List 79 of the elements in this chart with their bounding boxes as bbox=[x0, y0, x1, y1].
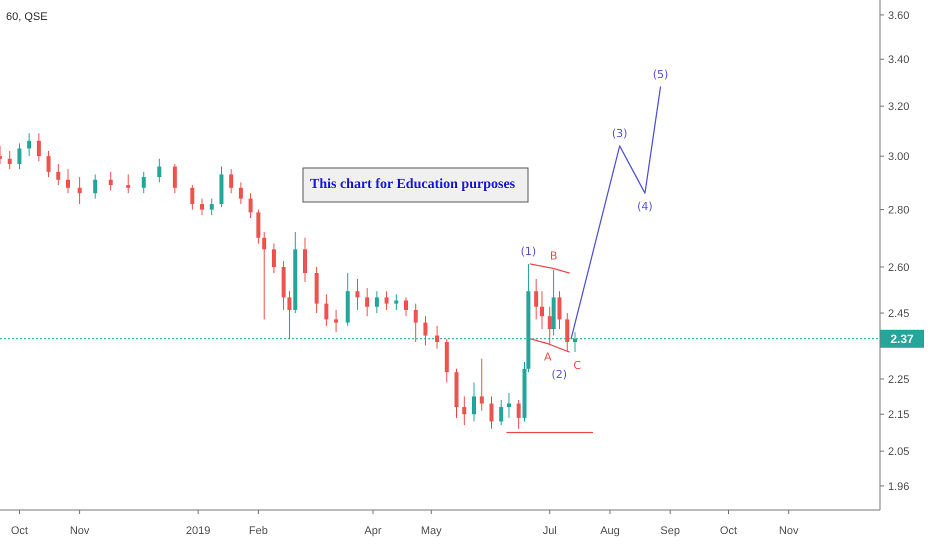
y-tick-label: 2.60 bbox=[888, 262, 910, 274]
candlestick bbox=[8, 150, 12, 170]
candlestick bbox=[302, 237, 307, 283]
annotation: B bbox=[550, 250, 558, 263]
candlestick bbox=[238, 182, 243, 205]
candlestick bbox=[472, 382, 476, 422]
x-tick-label: Sep bbox=[660, 525, 680, 537]
annotation: (4) bbox=[637, 200, 653, 214]
candlestick bbox=[374, 290, 379, 314]
candlestick bbox=[404, 296, 408, 317]
y-tick-label: 2.45 bbox=[888, 308, 910, 320]
y-tick-label: 3.60 bbox=[888, 10, 910, 22]
x-tick-label: Oct bbox=[720, 525, 738, 537]
candlestick bbox=[506, 392, 511, 418]
candlestick bbox=[272, 243, 276, 274]
annotation: C bbox=[573, 358, 582, 372]
candlestick bbox=[489, 396, 494, 430]
candlestick bbox=[93, 174, 98, 200]
candlestick bbox=[108, 171, 113, 191]
text: 60, QSE bbox=[6, 11, 48, 23]
x-tick-label: Feb bbox=[248, 525, 268, 537]
candlestick bbox=[66, 168, 70, 194]
candlestick bbox=[27, 132, 32, 157]
x-tick-label: May bbox=[420, 525, 442, 537]
x-tick-label: Jul bbox=[542, 525, 557, 537]
candlestick bbox=[78, 176, 82, 205]
x-tick-label: 2019 bbox=[186, 525, 210, 537]
candlestick bbox=[324, 294, 328, 326]
annotation: (2) bbox=[551, 368, 568, 381]
candlestick bbox=[435, 325, 440, 350]
y-tick-label: 2.25 bbox=[888, 374, 910, 386]
candlestick bbox=[394, 294, 398, 310]
candlestick bbox=[36, 132, 41, 162]
y-tick-label: 2.80 bbox=[888, 204, 910, 217]
candlestick bbox=[210, 198, 214, 216]
annotation: (1) bbox=[520, 245, 536, 258]
candlestick bbox=[355, 278, 360, 310]
y-tick-label: 3.20 bbox=[888, 101, 910, 114]
x-tick-label: Nov bbox=[70, 525, 90, 537]
candlestick bbox=[262, 232, 266, 320]
candlestick bbox=[414, 303, 418, 343]
candlestick bbox=[557, 290, 562, 330]
candlestick bbox=[365, 288, 370, 317]
x-tick-label: Aug bbox=[600, 525, 620, 537]
candlestick bbox=[172, 163, 177, 194]
candlestick bbox=[384, 290, 389, 310]
y-tick-label: 3.00 bbox=[888, 151, 910, 164]
annotation: (3) bbox=[612, 126, 628, 140]
y-tick-label: 1.96 bbox=[888, 480, 910, 493]
candlestick bbox=[142, 171, 146, 194]
candlestick bbox=[200, 198, 204, 216]
y-tick-label: 2.15 bbox=[888, 409, 910, 422]
candlestick bbox=[229, 168, 234, 194]
ref-line-label: 2.37 bbox=[890, 332, 914, 346]
candlestick bbox=[126, 174, 130, 194]
candlestick bbox=[157, 158, 162, 183]
candlestick bbox=[17, 142, 22, 170]
candlestick bbox=[516, 399, 521, 430]
candlestick bbox=[287, 290, 292, 340]
x-tick-label: Nov bbox=[778, 525, 799, 537]
candlestick bbox=[499, 399, 504, 426]
x-tick-label: Apr bbox=[364, 525, 382, 537]
y-tick-label: 3.40 bbox=[888, 54, 910, 66]
candlestick bbox=[190, 184, 194, 210]
candlestick bbox=[540, 290, 544, 330]
candlestick bbox=[334, 309, 338, 333]
candlestick bbox=[423, 316, 428, 346]
x-tick-label: Oct bbox=[10, 525, 28, 537]
y-tick-label: 2.05 bbox=[888, 446, 910, 458]
candlestick bbox=[248, 192, 253, 218]
line-series bbox=[570, 86, 662, 340]
candlestick bbox=[46, 150, 51, 178]
annotation: A bbox=[544, 350, 552, 364]
candlestick bbox=[56, 163, 60, 186]
candlestick bbox=[534, 278, 538, 320]
candlestick bbox=[462, 396, 466, 426]
annotation: (5) bbox=[652, 68, 668, 82]
annotation: This chart for Education purposes bbox=[310, 177, 516, 192]
candlestick bbox=[480, 358, 484, 412]
